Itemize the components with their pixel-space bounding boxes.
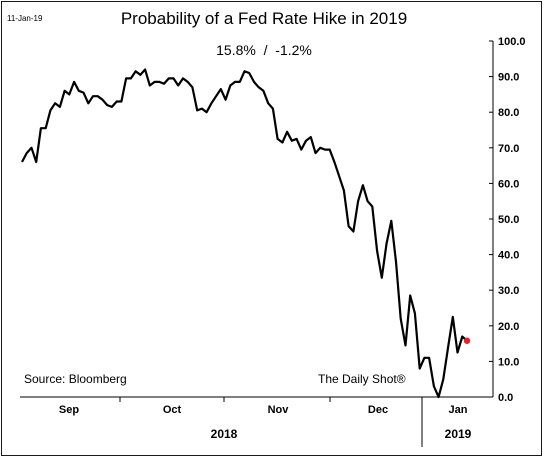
y-tick-label: 90.0: [498, 72, 519, 84]
y-tick-label: 0.0: [498, 392, 513, 404]
probability-series-line: [21, 68, 468, 399]
y-tick-label: 50.0: [498, 214, 519, 226]
y-tick-label: 100.0: [498, 36, 526, 48]
last-point-marker: [463, 337, 471, 344]
date-stamp: 11-Jan-19: [7, 14, 43, 23]
y-tick-label: 60.0: [498, 178, 519, 190]
month-label: Jan: [449, 404, 468, 416]
month-label: Nov: [268, 404, 290, 416]
year-label: 2019: [445, 427, 472, 441]
y-axis: 0.0 10.0 20.0 30.0 40.0 50.0 60.0 70.0 80.0 90.0 1…: [489, 36, 526, 404]
source-note: Source: Bloomberg: [24, 372, 127, 386]
y-tick-label: 10.0: [498, 356, 519, 368]
month-label: Sep: [59, 404, 79, 416]
y-tick-label: 40.0: [498, 250, 519, 262]
y-tick-label: 30.0: [498, 285, 519, 297]
chart-title: Probability of a Fed Rate Hike in 2019: [121, 9, 407, 28]
credit-note: The Daily Shot®: [318, 372, 406, 386]
month-label: Dec: [368, 404, 388, 416]
plot-area: [21, 68, 471, 399]
rate-hike-probability-chart: 11-Jan-19 Probability of a Fed Rate Hike…: [7, 9, 526, 447]
y-tick-label: 70.0: [498, 143, 519, 155]
y-tick-label: 80.0: [498, 107, 519, 119]
chart-subtitle: 15.8% / -1.2%: [216, 42, 312, 58]
year-label: 2018: [211, 427, 238, 441]
y-tick-label: 20.0: [498, 321, 519, 333]
month-label: Oct: [163, 404, 182, 416]
x-axis: Sep Oct Nov Dec Jan 2018 2019: [20, 396, 493, 447]
